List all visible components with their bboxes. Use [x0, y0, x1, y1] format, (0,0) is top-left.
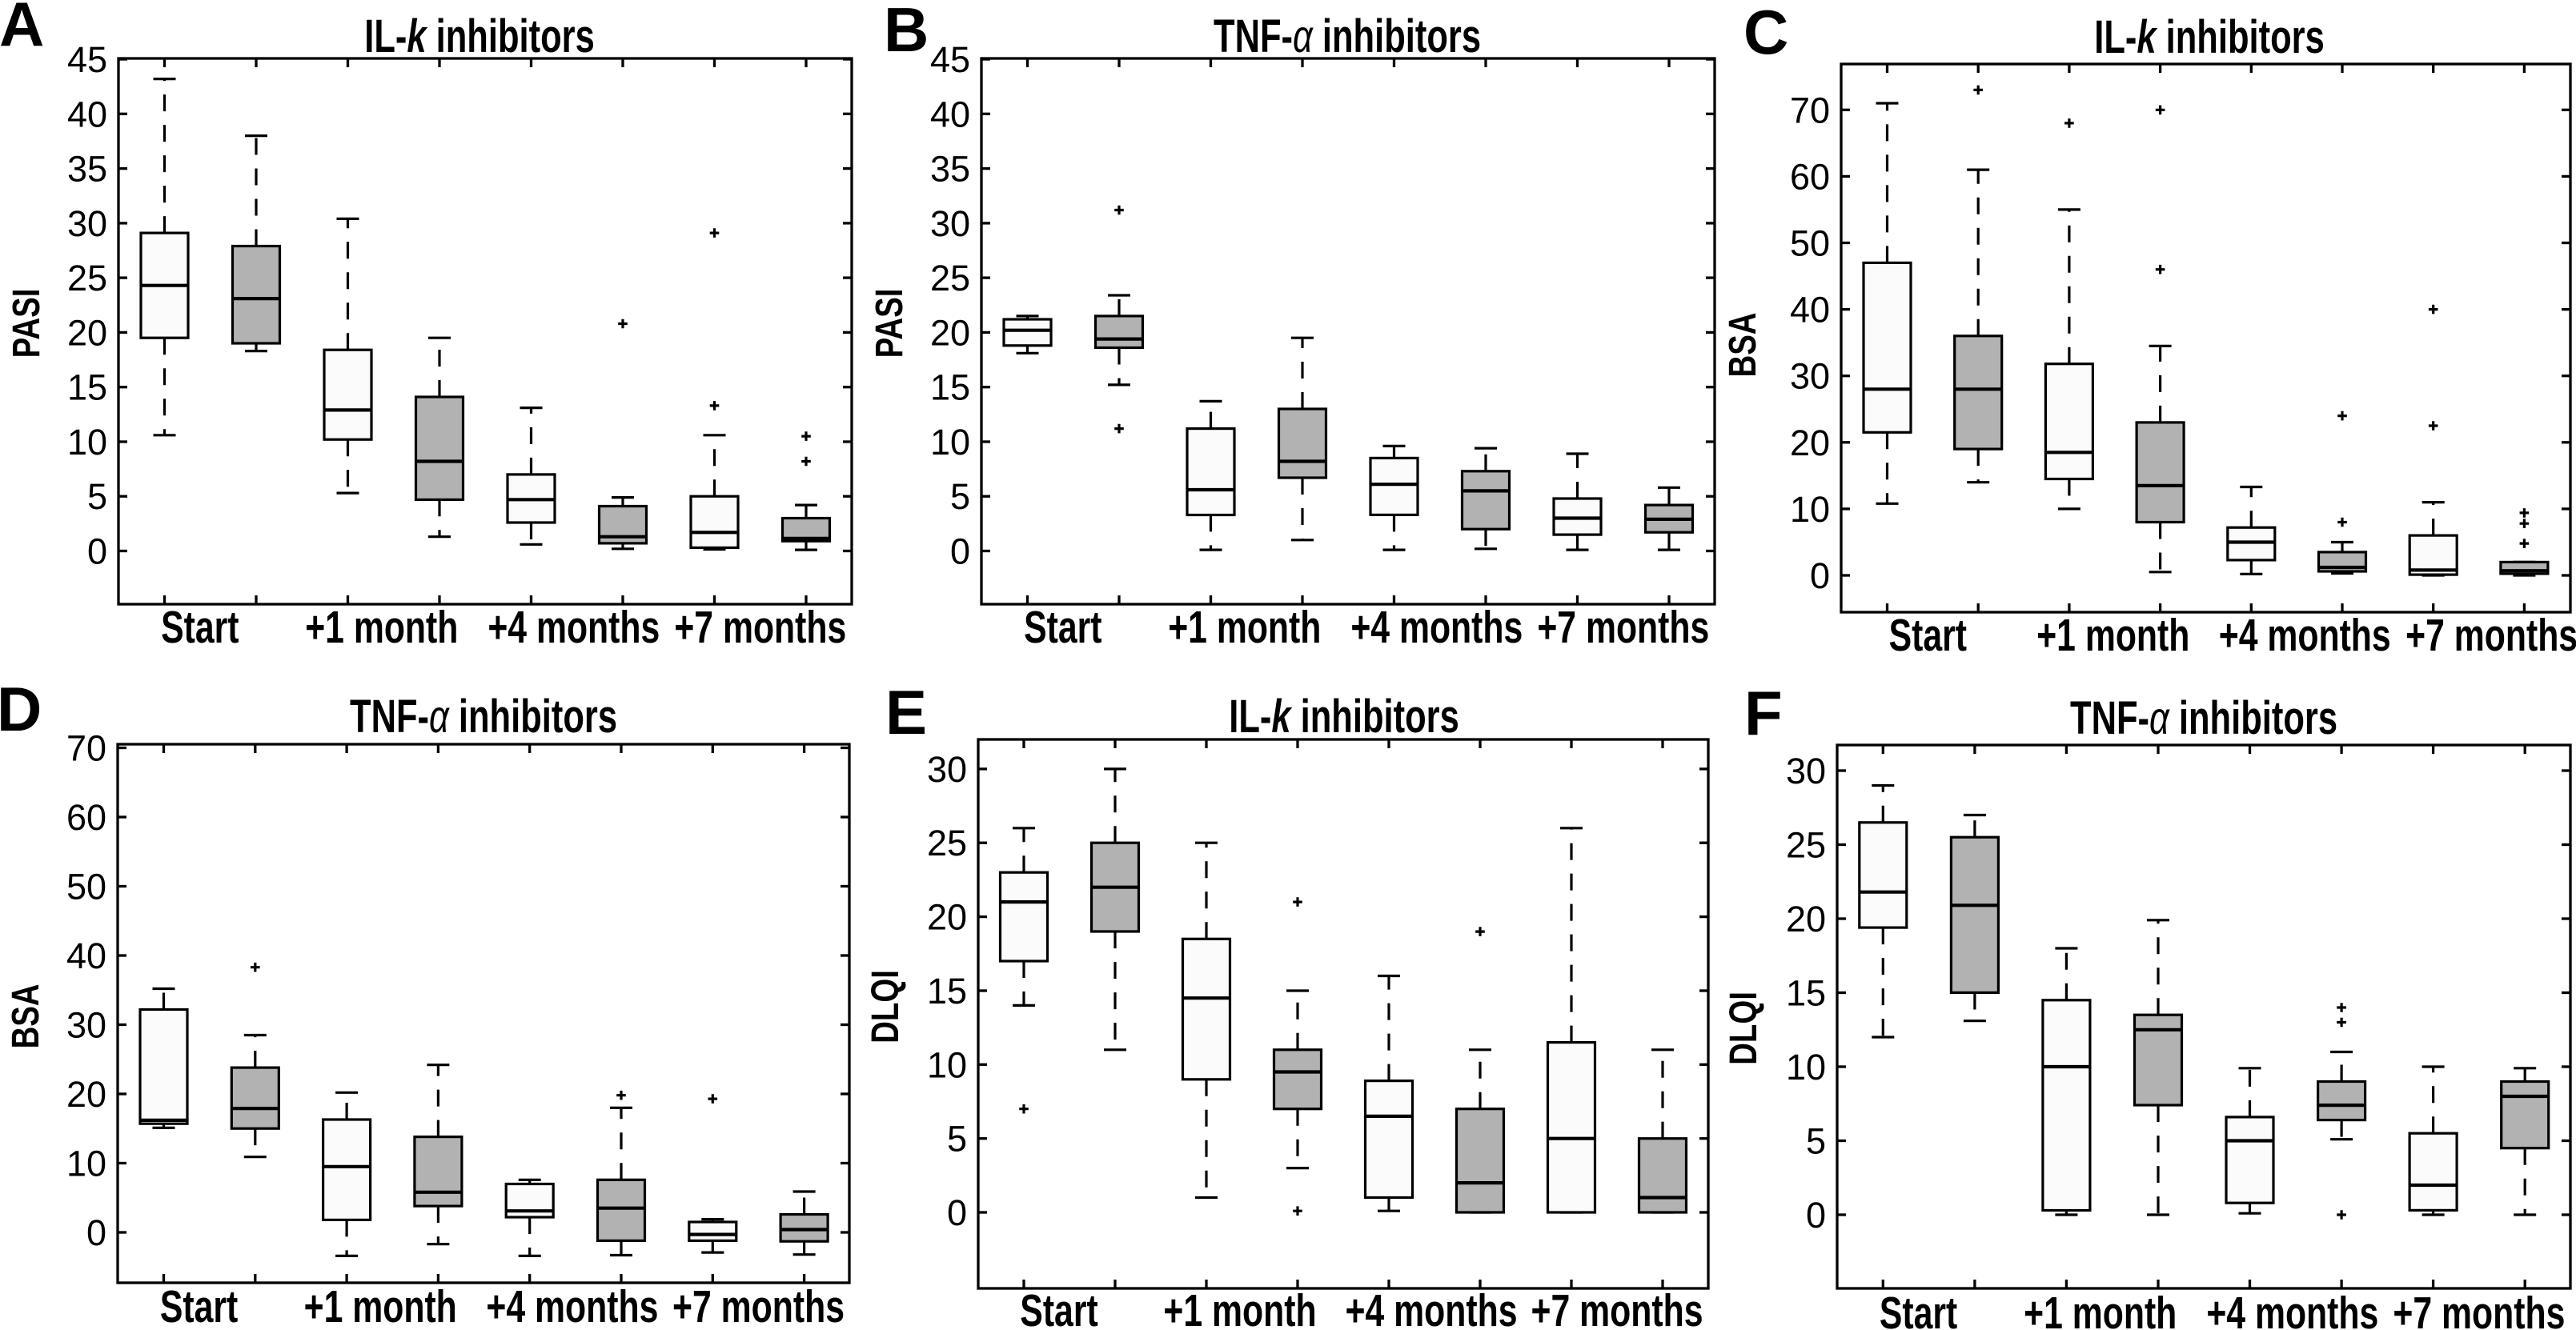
svg-text:DLQI: DLQI [865, 970, 907, 1044]
svg-text:0: 0 [86, 1212, 106, 1253]
svg-text:20: 20 [1786, 899, 1826, 939]
svg-text:60: 60 [66, 797, 106, 838]
svg-text:IL-k inhibitors: IL-k inhibitors [364, 10, 595, 62]
svg-text:+4 months: +4 months [2206, 1287, 2378, 1330]
svg-text:IL-k inhibitors: IL-k inhibitors [1229, 691, 1459, 742]
svg-text:10: 10 [1790, 489, 1830, 530]
svg-text:45: 45 [930, 39, 970, 80]
svg-text:Start: Start [1889, 609, 1968, 660]
svg-text:5: 5 [950, 476, 970, 517]
svg-text:BSA: BSA [5, 983, 47, 1048]
svg-text:D: D [0, 674, 42, 744]
svg-text:15: 15 [1786, 973, 1826, 1014]
svg-text:30: 30 [1790, 356, 1830, 397]
svg-text:5: 5 [87, 476, 107, 517]
svg-text:20: 20 [930, 312, 970, 353]
svg-text:40: 40 [66, 935, 106, 976]
svg-text:+1 month: +1 month [2024, 1287, 2177, 1330]
svg-text:+7 months: +7 months [2405, 609, 2576, 660]
svg-text:IL-k inhibitors: IL-k inhibitors [2094, 11, 2325, 62]
svg-text:70: 70 [1790, 90, 1830, 130]
svg-text:Start: Start [161, 601, 239, 652]
svg-text:C: C [1743, 0, 1788, 67]
svg-text:+1 month: +1 month [305, 601, 458, 652]
svg-text:30: 30 [66, 1005, 106, 1046]
svg-text:+4 months: +4 months [486, 1280, 658, 1330]
svg-text:+1 month: +1 month [1168, 601, 1321, 652]
svg-text:45: 45 [67, 39, 107, 80]
svg-text:25: 25 [67, 258, 107, 298]
svg-text:DLQI: DLQI [1723, 991, 1765, 1065]
svg-text:20: 20 [1790, 423, 1830, 463]
svg-text:TNF-α inhibitors: TNF-α inhibitors [1214, 10, 1481, 62]
svg-text:+7 months: +7 months [1531, 1284, 1703, 1330]
svg-text:35: 35 [930, 149, 970, 190]
svg-text:35: 35 [67, 149, 107, 190]
svg-text:40: 40 [930, 94, 970, 134]
svg-text:25: 25 [1786, 825, 1826, 866]
svg-text:15: 15 [930, 367, 970, 408]
svg-text:40: 40 [1790, 290, 1830, 330]
svg-text:PASI: PASI [6, 289, 48, 359]
svg-text:10: 10 [930, 422, 970, 463]
svg-text:+1 month: +1 month [304, 1280, 457, 1330]
svg-text:+4 months: +4 months [1350, 601, 1523, 652]
svg-text:+7 months: +7 months [2393, 1287, 2565, 1330]
svg-text:TNF-α inhibitors: TNF-α inhibitors [2070, 692, 2337, 743]
svg-text:0: 0 [1806, 1195, 1826, 1236]
svg-text:+7 months: +7 months [674, 601, 846, 652]
svg-text:+4 months: +4 months [2219, 609, 2391, 660]
svg-text:Start: Start [1024, 601, 1102, 652]
svg-text:30: 30 [930, 203, 970, 244]
svg-text:Start: Start [160, 1280, 239, 1330]
svg-text:0: 0 [947, 1192, 967, 1233]
svg-text:BSA: BSA [1722, 312, 1764, 377]
svg-text:0: 0 [1810, 555, 1830, 596]
svg-text:10: 10 [66, 1144, 106, 1184]
svg-text:5: 5 [1806, 1121, 1826, 1162]
svg-text:0: 0 [87, 531, 107, 572]
svg-text:25: 25 [927, 823, 967, 863]
svg-text:60: 60 [1790, 156, 1830, 197]
svg-text:30: 30 [927, 749, 967, 790]
svg-text:30: 30 [1786, 751, 1826, 791]
svg-text:A: A [0, 0, 44, 59]
svg-text:25: 25 [930, 258, 970, 298]
svg-text:15: 15 [67, 367, 107, 408]
svg-text:5: 5 [947, 1119, 967, 1160]
svg-text:+1 month: +1 month [1163, 1284, 1316, 1330]
svg-text:20: 20 [67, 312, 107, 353]
svg-text:20: 20 [927, 897, 967, 938]
svg-text:+7 months: +7 months [672, 1280, 845, 1330]
svg-text:+4 months: +4 months [1346, 1284, 1518, 1330]
svg-text:30: 30 [67, 203, 107, 244]
svg-text:0: 0 [950, 531, 970, 572]
svg-text:Start: Start [1020, 1284, 1098, 1330]
svg-text:10: 10 [927, 1044, 967, 1085]
svg-text:20: 20 [66, 1074, 106, 1115]
svg-text:TNF-α inhibitors: TNF-α inhibitors [350, 691, 617, 742]
svg-text:E: E [885, 677, 927, 747]
svg-text:PASI: PASI [869, 289, 911, 359]
svg-text:F: F [1744, 678, 1783, 748]
svg-text:+1 month: +1 month [2036, 609, 2189, 660]
svg-text:+7 months: +7 months [1537, 601, 1709, 652]
svg-text:Start: Start [1880, 1287, 1958, 1330]
svg-text:70: 70 [66, 728, 106, 769]
svg-text:50: 50 [1790, 223, 1830, 264]
svg-text:10: 10 [1786, 1047, 1826, 1088]
svg-text:50: 50 [66, 867, 106, 907]
svg-text:15: 15 [927, 971, 967, 1012]
svg-text:B: B [884, 0, 929, 65]
svg-text:40: 40 [67, 94, 107, 134]
svg-text:+4 months: +4 months [488, 601, 660, 652]
svg-text:10: 10 [67, 422, 107, 463]
